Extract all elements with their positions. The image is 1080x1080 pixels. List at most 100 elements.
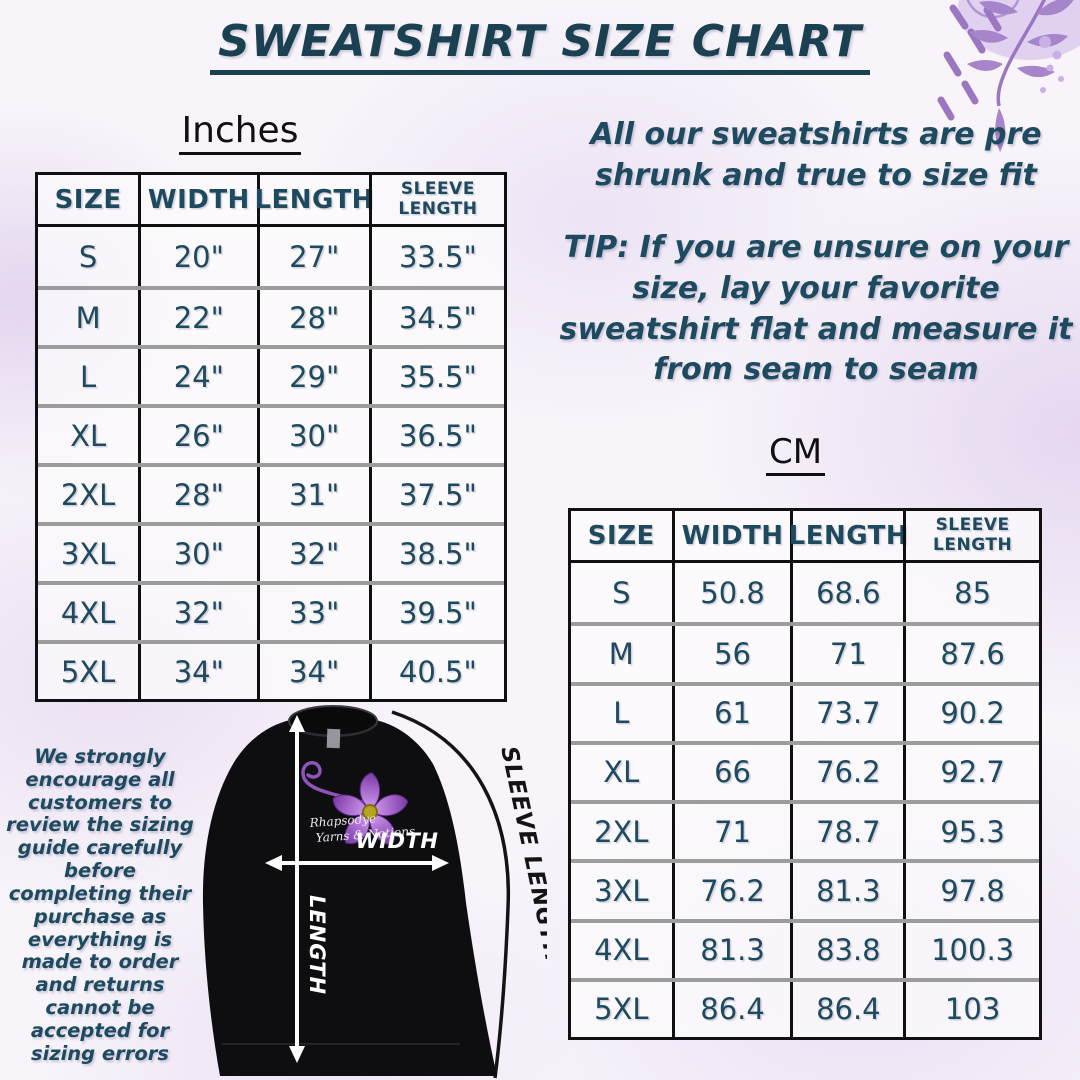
inches-size-table: SIZE WIDTH LENGTH SLEEVE LENGTH S 20" 27… xyxy=(35,172,507,702)
column-header-width: WIDTH xyxy=(138,175,256,224)
table-row: 3XL 76.2 81.3 97.8 xyxy=(571,859,1039,919)
width-arrowhead-right xyxy=(432,855,449,871)
sleeve-cell: 100.3 xyxy=(903,922,1039,978)
size-cell: 4XL xyxy=(594,933,649,968)
table-row: S 50.8 68.6 85 xyxy=(571,563,1039,623)
length-cell: 68.6 xyxy=(790,563,903,623)
length-cell: 76.2 xyxy=(790,744,903,800)
brand-name-line1: Rhapsodye xyxy=(308,811,376,830)
sleeve-cell: 90.2 xyxy=(903,685,1039,741)
sleeve-cell: 95.3 xyxy=(903,804,1039,860)
size-cell: 5XL xyxy=(60,654,116,689)
length-cell: 28" xyxy=(256,290,369,345)
length-cell: 30" xyxy=(256,408,369,463)
width-cell: 56 xyxy=(671,626,791,682)
size-cell: 3XL xyxy=(60,536,116,571)
width-cell: 32" xyxy=(138,585,256,640)
table-row: 4XL 81.3 83.8 100.3 xyxy=(571,918,1039,978)
length-cell: 34" xyxy=(256,644,369,699)
length-arrowhead-top xyxy=(289,715,305,732)
size-cell: 5XL xyxy=(594,992,649,1027)
preshrunk-note: All our sweatshirts are pre shrunk and t… xyxy=(590,117,1042,194)
table-row: L 61 73.7 90.2 xyxy=(571,681,1039,741)
width-cell: 71 xyxy=(671,804,791,860)
length-cell: 32" xyxy=(256,526,369,581)
length-cell: 83.8 xyxy=(790,922,903,978)
size-cell: M xyxy=(75,300,101,335)
sweatshirt-measurement-diagram: SLEEVE LENGTH Rhapsodye Yarns & Notions xyxy=(202,705,547,1079)
width-cell: 66 xyxy=(671,744,791,800)
length-cell: 78.7 xyxy=(790,804,903,860)
width-arrowhead-left xyxy=(265,855,282,871)
width-cell: 86.4 xyxy=(671,981,791,1037)
width-cell: 28" xyxy=(138,467,256,522)
table-row: L 24" 29" 35.5" xyxy=(38,345,504,404)
sleeve-cell: 92.7 xyxy=(903,744,1039,800)
length-cell: 27" xyxy=(256,227,369,286)
sleeve-cell: 97.8 xyxy=(903,863,1039,919)
sleeve-cell: 85 xyxy=(903,563,1039,623)
width-label: WIDTH xyxy=(356,829,439,853)
sleeve-length-curve xyxy=(391,710,511,1079)
size-cell: 4XL xyxy=(60,595,116,630)
sleeve-cell: 38.5" xyxy=(368,526,504,581)
brand-name-line2: Yarns & Notions xyxy=(315,824,415,845)
returns-disclaimer: We strongly encourage all customers to r… xyxy=(6,745,194,1065)
sleeve-cell: 33.5" xyxy=(368,227,504,286)
column-header-size: SIZE xyxy=(587,520,655,551)
table-row: M 56 71 87.6 xyxy=(571,622,1039,682)
table-row: 2XL 28" 31" 37.5" xyxy=(38,463,504,522)
collar-tag xyxy=(326,728,341,749)
table-row: XL 66 76.2 92.7 xyxy=(571,740,1039,800)
table-row: 5XL 34" 34" 40.5" xyxy=(38,640,504,699)
table-row: S 20" 27" 33.5" xyxy=(38,227,504,286)
size-cell: XL xyxy=(70,418,107,453)
table-row: XL 26" 30" 36.5" xyxy=(38,404,504,463)
length-cell: 73.7 xyxy=(790,685,903,741)
sleeve-cell: 34.5" xyxy=(368,290,504,345)
size-cell: L xyxy=(80,359,97,394)
table-header-row: SIZE WIDTH LENGTH SLEEVE LENGTH xyxy=(38,175,504,227)
size-cell: 2XL xyxy=(60,477,116,512)
table-row: M 22" 28" 34.5" xyxy=(38,286,504,345)
column-header-length: LENGTH xyxy=(254,175,373,224)
width-cell: 20" xyxy=(138,227,256,286)
width-cell: 30" xyxy=(138,526,256,581)
sleeve-cell: 36.5" xyxy=(368,408,504,463)
size-cell: S xyxy=(78,239,98,274)
size-cell: 3XL xyxy=(594,873,649,908)
inches-section-heading: Inches xyxy=(35,110,445,155)
column-header-sleeve-length: SLEEVE LENGTH xyxy=(903,511,1039,560)
column-header-sleeve-length: SLEEVE LENGTH xyxy=(368,175,504,224)
sleeve-cell: 103 xyxy=(903,981,1039,1037)
size-cell: XL xyxy=(603,755,640,790)
width-cell: 22" xyxy=(138,290,256,345)
sleeve-length-label: SLEEVE LENGTH xyxy=(495,744,547,965)
table-row: 3XL 30" 32" 38.5" xyxy=(38,522,504,581)
width-cell: 61 xyxy=(671,685,791,741)
sleeve-cell: 37.5" xyxy=(368,467,504,522)
leaf-branch-decoration-icon xyxy=(937,0,1080,152)
cm-size-table: SIZE WIDTH LENGTH SLEEVE LENGTH S 50.8 6… xyxy=(568,508,1042,1040)
sizing-tip-note: TIP: If you are unsure on your size, lay… xyxy=(559,230,1073,388)
table-header-row: SIZE WIDTH LENGTH SLEEVE LENGTH xyxy=(571,511,1039,563)
length-cell: 33" xyxy=(256,585,369,640)
sleeve-cell: 40.5" xyxy=(368,644,504,699)
column-header-width: WIDTH xyxy=(671,511,791,560)
table-row: 4XL 32" 33" 39.5" xyxy=(38,581,504,640)
width-cell: 76.2 xyxy=(671,863,791,919)
width-cell: 24" xyxy=(138,349,256,404)
width-cell: 50.8 xyxy=(671,563,791,623)
length-cell: 31" xyxy=(256,467,369,522)
size-cell: M xyxy=(608,636,634,671)
size-cell: S xyxy=(612,575,631,610)
sleeve-cell: 87.6 xyxy=(903,626,1039,682)
sleeve-cell: 39.5" xyxy=(368,585,504,640)
sleeve-cell: 35.5" xyxy=(368,349,504,404)
table-row: 5XL 86.4 86.4 103 xyxy=(571,977,1039,1037)
length-cell: 86.4 xyxy=(790,981,903,1037)
width-cell: 81.3 xyxy=(671,922,791,978)
brand-flower-logo: Rhapsodye Yarns & Notions xyxy=(301,761,416,846)
length-cell: 71 xyxy=(790,626,903,682)
